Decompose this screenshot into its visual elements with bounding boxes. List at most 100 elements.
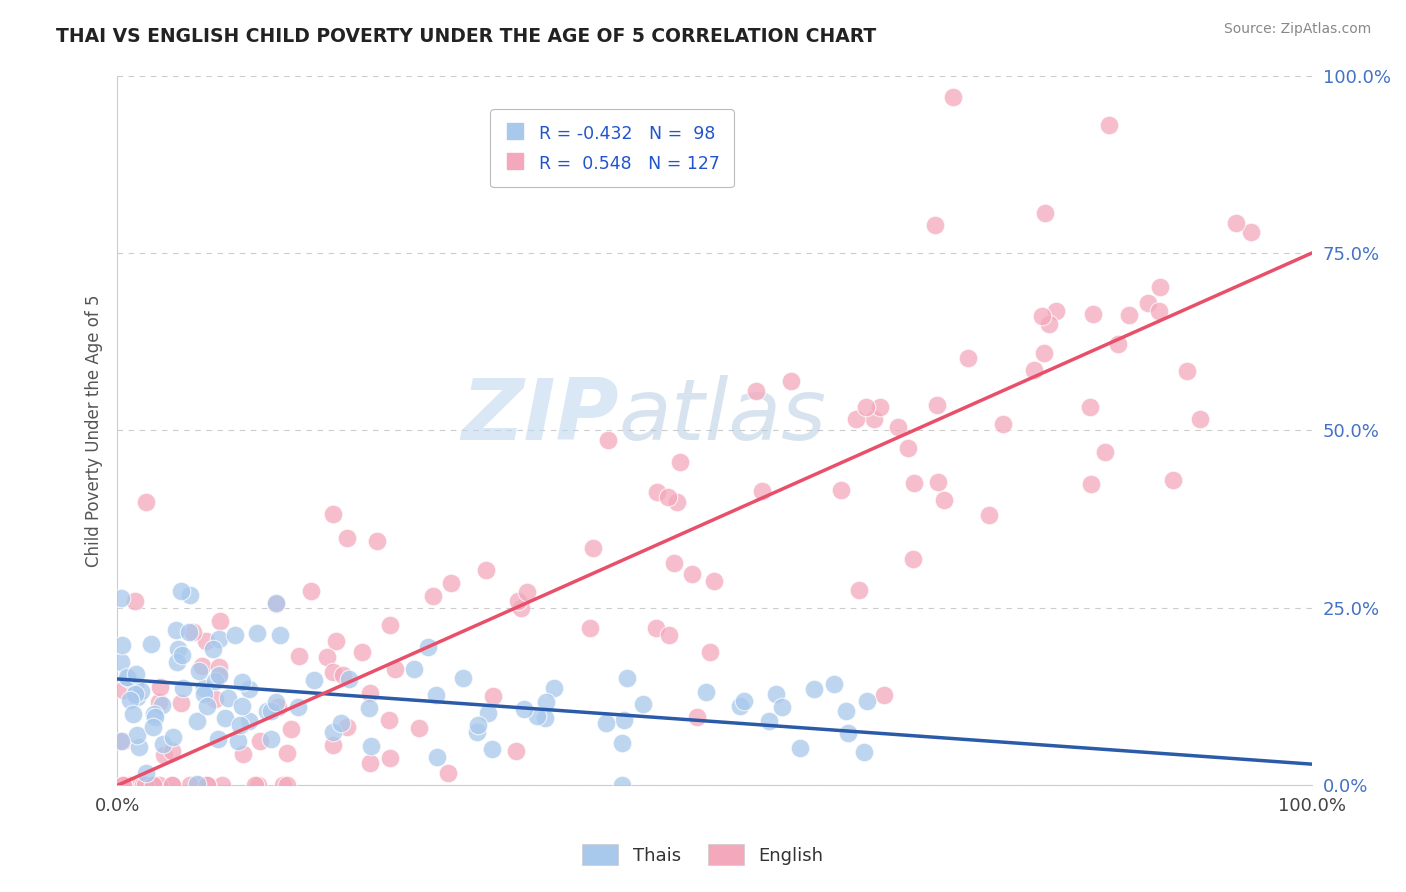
Point xyxy=(125,728,148,742)
Point xyxy=(271,779,294,793)
Point xyxy=(170,696,193,710)
Point xyxy=(256,704,278,718)
Point xyxy=(125,666,148,681)
Point xyxy=(402,662,425,676)
Point xyxy=(823,677,845,691)
Point xyxy=(993,417,1015,432)
Point xyxy=(186,714,208,728)
Point xyxy=(214,710,236,724)
Point xyxy=(129,684,152,698)
Point xyxy=(467,718,489,732)
Point xyxy=(110,733,132,747)
Point xyxy=(134,779,156,793)
Point xyxy=(337,672,360,686)
Point xyxy=(1032,345,1054,359)
Point xyxy=(579,621,602,635)
Point xyxy=(835,704,858,718)
Point xyxy=(204,691,226,706)
Point xyxy=(439,575,461,590)
Point xyxy=(179,779,201,793)
Point xyxy=(901,551,924,566)
Legend: R = -0.432   N =  98, R =  0.548   N = 127: R = -0.432 N = 98, R = 0.548 N = 127 xyxy=(491,109,734,187)
Y-axis label: Child Poverty Under the Age of 5: Child Poverty Under the Age of 5 xyxy=(86,294,103,566)
Point xyxy=(942,90,965,104)
Point xyxy=(510,601,533,615)
Point xyxy=(789,741,811,756)
Point xyxy=(856,693,879,707)
Point xyxy=(186,777,208,791)
Point xyxy=(112,734,135,748)
Point xyxy=(733,694,755,708)
Point xyxy=(315,650,337,665)
Point xyxy=(264,596,287,610)
Point xyxy=(112,683,135,698)
Point xyxy=(1031,309,1053,323)
Point xyxy=(612,779,634,793)
Point xyxy=(903,476,925,491)
Point xyxy=(582,541,605,555)
Point xyxy=(231,675,253,690)
Point xyxy=(869,400,891,414)
Point xyxy=(1147,303,1170,318)
Point xyxy=(924,218,946,232)
Point xyxy=(121,706,143,721)
Point xyxy=(408,721,430,735)
Point xyxy=(830,483,852,497)
Point xyxy=(181,624,204,639)
Point xyxy=(117,671,139,685)
Point xyxy=(1045,304,1067,318)
Point xyxy=(1161,474,1184,488)
Point xyxy=(359,686,381,700)
Point xyxy=(322,507,344,521)
Point xyxy=(1240,225,1263,239)
Point xyxy=(873,688,896,702)
Point xyxy=(193,681,215,695)
Point xyxy=(302,673,325,687)
Point xyxy=(612,736,634,750)
Point xyxy=(110,656,132,670)
Point xyxy=(1149,279,1171,293)
Point xyxy=(543,681,565,696)
Point xyxy=(1033,206,1056,220)
Point xyxy=(111,638,134,652)
Point xyxy=(699,645,721,659)
Point xyxy=(1137,295,1160,310)
Point xyxy=(226,734,249,748)
Point xyxy=(276,746,298,760)
Point xyxy=(280,722,302,736)
Point xyxy=(359,756,381,771)
Point xyxy=(195,699,218,714)
Point xyxy=(149,680,172,694)
Point xyxy=(780,374,803,388)
Text: THAI VS ENGLISH CHILD POVERTY UNDER THE AGE OF 5 CORRELATION CHART: THAI VS ENGLISH CHILD POVERTY UNDER THE … xyxy=(56,27,876,45)
Point xyxy=(264,695,287,709)
Point xyxy=(143,779,166,793)
Point xyxy=(124,594,146,608)
Point xyxy=(160,779,183,793)
Point xyxy=(195,633,218,648)
Point xyxy=(170,648,193,662)
Point xyxy=(384,662,406,676)
Point xyxy=(422,589,444,603)
Point xyxy=(956,351,979,365)
Point xyxy=(267,699,290,714)
Point xyxy=(378,713,401,727)
Point xyxy=(288,649,311,664)
Point xyxy=(645,621,668,635)
Point xyxy=(336,531,359,545)
Point xyxy=(115,670,138,684)
Point xyxy=(1118,308,1140,322)
Point xyxy=(260,731,283,746)
Point xyxy=(803,681,825,696)
Point xyxy=(238,714,260,728)
Point xyxy=(128,740,150,755)
Point xyxy=(1189,412,1212,426)
Point xyxy=(477,706,499,720)
Point xyxy=(360,739,382,753)
Point xyxy=(260,704,283,718)
Point xyxy=(1175,364,1198,378)
Point xyxy=(124,687,146,701)
Point xyxy=(141,779,163,793)
Point xyxy=(378,618,401,632)
Point xyxy=(848,582,870,597)
